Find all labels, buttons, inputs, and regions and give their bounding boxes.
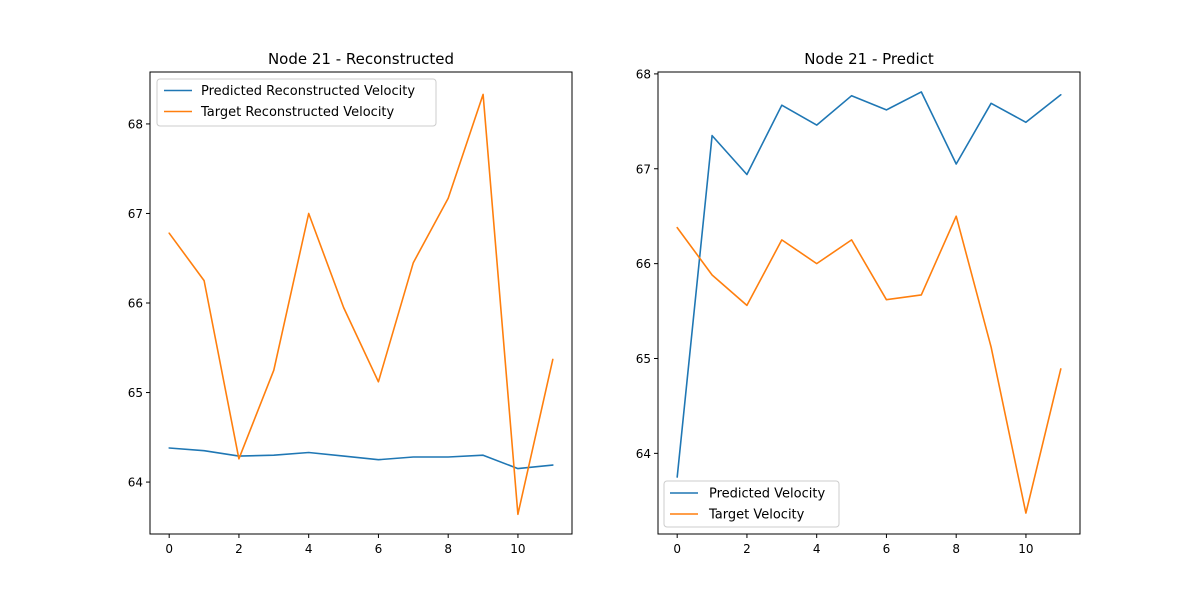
y-tick-label: 66 — [128, 297, 143, 311]
x-tick-label: 6 — [883, 542, 891, 556]
x-tick-label: 8 — [444, 542, 452, 556]
legend: Predicted Reconstructed Velocity Target … — [156, 78, 437, 127]
predicted-series-line — [676, 91, 1062, 478]
predicted-series-line — [168, 447, 554, 470]
x-tick-label: 0 — [165, 542, 173, 556]
plot-lines — [676, 91, 1062, 514]
legend-box — [156, 78, 437, 127]
y-tick-label: 65 — [636, 352, 651, 366]
plot-frame — [149, 71, 573, 535]
chart-title: Node 21 - Predict — [804, 50, 934, 68]
legend-label-predicted: Predicted Velocity — [709, 487, 825, 502]
y-tick-label: 67 — [636, 162, 651, 176]
plot-lines — [168, 93, 554, 516]
chart-reconstructed: Node 21 - Reconstructed 0 2 4 6 8 10646566676… — [128, 50, 573, 556]
x-tick-label: 4 — [813, 542, 821, 556]
y-tick-label: 64 — [636, 447, 651, 461]
y-tick-label: 68 — [128, 117, 143, 131]
x-tick-label: 10 — [1018, 542, 1033, 556]
x-tick-label: 2 — [743, 542, 751, 556]
y-tick-label: 67 — [128, 207, 143, 221]
x-tick-label: 4 — [305, 542, 313, 556]
x-tick-label: 6 — [375, 542, 383, 556]
x-tick-label: 0 — [673, 542, 681, 556]
target-series-line — [676, 215, 1062, 514]
y-tick-label: 65 — [128, 386, 143, 400]
legend-box — [663, 480, 840, 528]
y-tick-label: 66 — [636, 257, 651, 271]
y-tick-label: 64 — [128, 476, 143, 490]
chart-title: Node 21 - Reconstructed — [268, 50, 454, 68]
legend-label-target: Target Reconstructed Velocity — [200, 105, 395, 120]
x-tick-label: 8 — [952, 542, 960, 556]
legend-label-target: Target Velocity — [708, 508, 805, 523]
plot-frame — [657, 71, 1081, 535]
legend: Predicted Velocity Target Velocity — [663, 480, 840, 528]
target-series-line — [168, 93, 554, 516]
y-tick-label: 68 — [636, 67, 651, 81]
x-tick-label: 2 — [235, 542, 243, 556]
x-tick-label: 10 — [510, 542, 525, 556]
legend-label-predicted: Predicted Reconstructed Velocity — [201, 84, 415, 99]
